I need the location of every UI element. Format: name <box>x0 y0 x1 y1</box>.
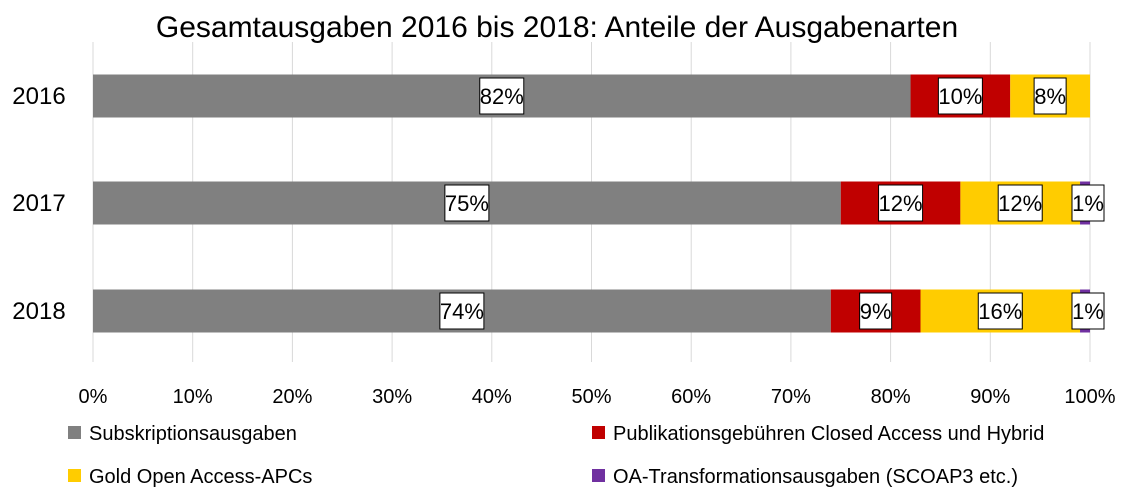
data-label-box <box>878 184 924 222</box>
x-tick-label: 100% <box>1064 386 1115 408</box>
chart-title: Gesamtausgaben 2016 bis 2018: Anteile de… <box>155 11 959 44</box>
data-label-box <box>1033 77 1067 115</box>
data-label-box <box>937 77 983 115</box>
legend-swatch <box>68 469 81 482</box>
data-label: 82% <box>479 77 525 115</box>
legend-swatch <box>592 469 605 482</box>
data-label-box <box>997 184 1043 222</box>
x-axis-tick-labels: 0% 10% 20% 30% 40% 50% 60% 70% 80% 90% 100% <box>79 386 1116 408</box>
data-label: 12% <box>878 184 924 222</box>
data-label-box <box>444 184 490 222</box>
x-tick-label: 10% <box>173 386 213 408</box>
data-labels: 82% 10% 8% 75% 12% 12% 1% 74% 9% 16% 1% <box>439 77 1105 330</box>
data-label: 1% <box>1071 292 1105 330</box>
legend-item-oa-transformation: OA-Transformationsausgaben (SCOAP3 etc.) <box>592 465 1018 489</box>
x-tick-label: 20% <box>272 386 312 408</box>
x-tick-label: 50% <box>571 386 611 408</box>
data-label-text: 1% <box>1072 299 1104 324</box>
data-label-text: 75% <box>445 191 489 216</box>
data-label-text: 12% <box>998 191 1042 216</box>
data-label: 75% <box>444 184 490 222</box>
x-tick-label: 40% <box>472 386 512 408</box>
x-tick-label: 70% <box>771 386 811 408</box>
legend-item-subscription: Subskriptionsausgaben <box>68 422 297 446</box>
data-label: 16% <box>977 292 1023 330</box>
data-label-text: 10% <box>938 84 982 109</box>
data-label-text: 8% <box>1034 84 1066 109</box>
data-label-text: 12% <box>879 191 923 216</box>
legend-swatch <box>68 426 81 439</box>
data-label-box <box>1071 292 1105 330</box>
data-label-text: 1% <box>1072 191 1104 216</box>
legend-label: Subskriptionsausgaben <box>89 423 297 445</box>
data-label: 9% <box>859 292 893 330</box>
data-label-box <box>439 292 485 330</box>
data-label: 1% <box>1071 184 1105 222</box>
legend-item-publication-fees: Publikationsgebühren Closed Access und H… <box>592 422 1044 446</box>
data-label-text: 9% <box>860 299 892 324</box>
data-label-box <box>977 292 1023 330</box>
y-category-label: 2016 <box>12 83 65 110</box>
data-label: 12% <box>997 184 1043 222</box>
x-tick-label: 60% <box>671 386 711 408</box>
legend-label: Gold Open Access-APCs <box>89 466 313 488</box>
legend-label: OA-Transformationsausgaben (SCOAP3 etc.) <box>613 466 1018 488</box>
data-label-box <box>859 292 893 330</box>
data-label-box <box>1071 184 1105 222</box>
y-category-label: 2018 <box>12 298 65 325</box>
data-label-text: 82% <box>480 84 524 109</box>
data-label-box <box>479 77 525 115</box>
x-tick-label: 30% <box>372 386 412 408</box>
x-tick-label: 80% <box>871 386 911 408</box>
legend-swatch <box>592 426 605 439</box>
x-tick-label: 90% <box>970 386 1010 408</box>
data-label: 74% <box>439 292 485 330</box>
data-label: 10% <box>937 77 983 115</box>
y-axis-labels: 2016 2017 2018 <box>12 83 65 325</box>
legend-label: Publikationsgebühren Closed Access und H… <box>613 423 1045 445</box>
y-category-label: 2017 <box>12 190 65 217</box>
data-label-text: 74% <box>440 299 484 324</box>
data-label-text: 16% <box>978 299 1022 324</box>
data-label: 8% <box>1033 77 1067 115</box>
legend-item-gold-oa: Gold Open Access-APCs <box>68 465 312 489</box>
x-tick-label: 0% <box>79 386 108 408</box>
